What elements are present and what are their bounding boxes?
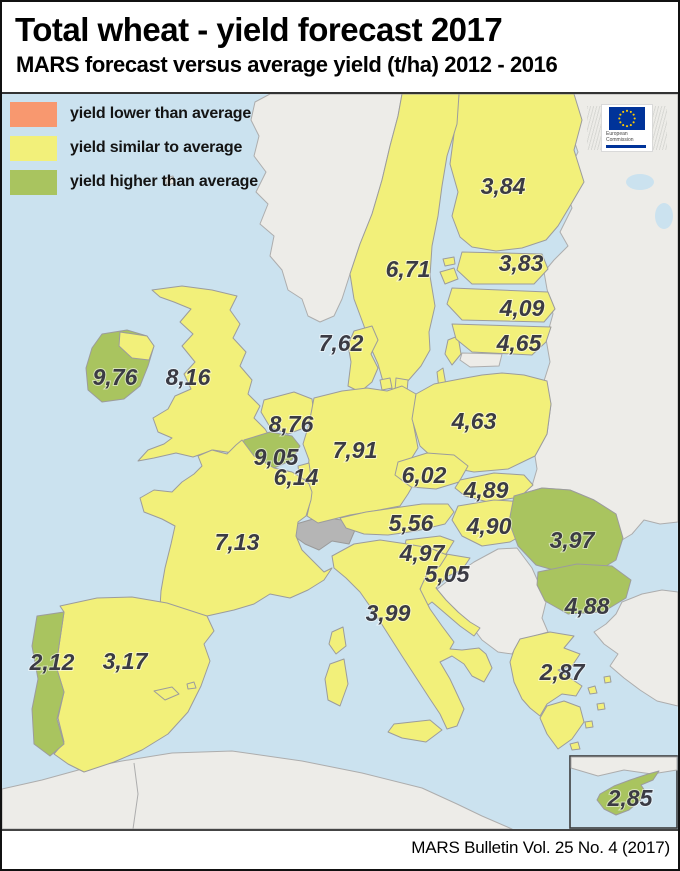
country-france xyxy=(139,439,333,617)
region-peloponnese xyxy=(539,700,585,750)
yield-label-hu: 4,90 xyxy=(466,513,512,539)
country-united-kingdom xyxy=(137,285,271,462)
yield-label-fr: 7,13 xyxy=(215,529,260,555)
lake-ladoga xyxy=(626,174,654,190)
footer: MARS Bulletin Vol. 25 No. 4 (2017) xyxy=(2,831,678,869)
logo-text: European Commission xyxy=(606,131,648,143)
yield-label-pl: 4,63 xyxy=(451,408,497,434)
island-mallorca xyxy=(153,686,180,701)
legend-label-lower: yield lower than average xyxy=(70,105,252,122)
yield-label-cy: 2,85 xyxy=(607,785,654,811)
eu-countries xyxy=(31,94,632,773)
map-legend: yield lower than average yield similar t… xyxy=(10,101,258,203)
island-funen xyxy=(379,377,393,391)
aegean-islet-3 xyxy=(584,720,594,729)
country-finland xyxy=(449,94,585,252)
island-hiiumaa xyxy=(442,256,456,267)
map-area: 3,84 6,71 3,83 4,09 4,65 7,62 9,76 8,16 8,76 9,05… xyxy=(2,92,678,831)
island-menorca xyxy=(186,681,197,690)
aegean-islet-2 xyxy=(596,702,606,711)
legend-item-higher: yield higher than average xyxy=(10,169,258,195)
legend-swatch-higher-icon xyxy=(10,169,57,195)
yield-value-labels: 3,84 6,71 3,83 4,09 4,65 7,62 9,76 8,16 8,76 9,05… xyxy=(28,172,655,812)
region-northern-ireland xyxy=(118,331,155,361)
yield-label-it: 3,99 xyxy=(366,600,411,626)
page-title: Total wheat - yield forecast 2017 xyxy=(15,11,503,48)
country-estonia xyxy=(456,251,549,285)
yield-label-gr: 2,87 xyxy=(539,659,586,685)
yield-label-nl: 8,76 xyxy=(269,411,314,437)
logo-swoosh-right xyxy=(652,106,667,150)
yield-label-se: 6,71 xyxy=(386,256,431,282)
logo-line1: European xyxy=(606,131,628,137)
legend-label-higher: yield higher than average xyxy=(70,173,258,190)
yield-label-es: 3,17 xyxy=(103,648,149,674)
legend-swatch-similar-icon xyxy=(10,135,57,161)
aegean-islet-5 xyxy=(569,741,581,751)
yield-label-be: 9,05 xyxy=(254,444,300,470)
island-sicily xyxy=(387,719,443,743)
aegean-islet-4 xyxy=(603,675,612,684)
yield-label-bg: 4,88 xyxy=(564,593,610,619)
yield-label-si: 4,97 xyxy=(399,540,446,566)
country-romania xyxy=(508,487,624,574)
yield-label-de: 7,91 xyxy=(333,437,378,463)
logo-line2: Commission xyxy=(606,137,634,143)
yield-label-lu: 6,14 xyxy=(274,464,319,490)
country-cyprus xyxy=(596,770,660,816)
logo-bar xyxy=(606,145,646,148)
yield-label-uk: 8,16 xyxy=(166,364,211,390)
country-netherlands xyxy=(260,391,315,435)
yield-label-sk: 4,89 xyxy=(463,477,509,503)
yield-label-fi: 3,84 xyxy=(481,173,526,199)
cyprus-inset xyxy=(569,755,678,829)
yield-label-cz: 6,02 xyxy=(402,462,447,488)
region-faroe xyxy=(164,175,176,186)
africa-border-line xyxy=(132,762,139,829)
yield-label-ee: 3,83 xyxy=(499,250,544,276)
yield-label-dk: 7,62 xyxy=(319,330,364,356)
logo-swoosh-left xyxy=(587,106,602,150)
island-corsica xyxy=(328,626,347,655)
country-lithuania xyxy=(451,323,552,356)
country-denmark xyxy=(347,325,379,393)
yield-label-ro: 3,97 xyxy=(550,527,596,553)
country-austria xyxy=(339,503,455,536)
inset-turkey-coast xyxy=(570,756,678,777)
european-commission-logo: European Commission xyxy=(587,104,667,154)
source-text: MARS Bulletin Vol. 25 No. 4 (2017) xyxy=(411,838,670,857)
eu-flag-icon xyxy=(609,107,645,130)
lake-onega xyxy=(655,203,673,229)
aegean-islet-1 xyxy=(587,685,598,695)
country-bulgaria xyxy=(536,563,632,615)
page-subtitle: MARS forecast versus average yield (t/ha… xyxy=(16,52,558,77)
country-portugal xyxy=(31,611,65,757)
legend-item-similar: yield similar to average xyxy=(10,135,258,161)
region-kaliningrad xyxy=(459,352,503,368)
yield-label-ie: 9,76 xyxy=(93,364,138,390)
country-latvia xyxy=(446,287,556,323)
yield-label-pt: 2,12 xyxy=(29,649,75,675)
yield-label-lv: 4,09 xyxy=(499,295,545,321)
region-turkey xyxy=(593,589,678,707)
legend-label-similar: yield similar to average xyxy=(70,139,243,156)
country-italy xyxy=(331,539,493,730)
legend-item-lower: yield lower than average xyxy=(10,101,258,127)
island-sardinia xyxy=(324,658,349,707)
yield-label-lt: 4,65 xyxy=(496,330,543,356)
yield-label-at: 5,56 xyxy=(389,510,434,536)
island-saaremaa xyxy=(439,267,459,285)
country-greece xyxy=(509,631,583,717)
title-block: Total wheat - yield forecast 2017 MARS f… xyxy=(2,2,678,92)
yield-label-hr: 5,05 xyxy=(425,561,471,587)
europe-map: 3,84 6,71 3,83 4,09 4,65 7,62 9,76 8,16 8,76 9,05… xyxy=(2,94,678,829)
logo-card: European Commission xyxy=(601,104,653,152)
legend-swatch-lower-icon xyxy=(10,101,57,127)
non-eu-land xyxy=(2,94,678,829)
